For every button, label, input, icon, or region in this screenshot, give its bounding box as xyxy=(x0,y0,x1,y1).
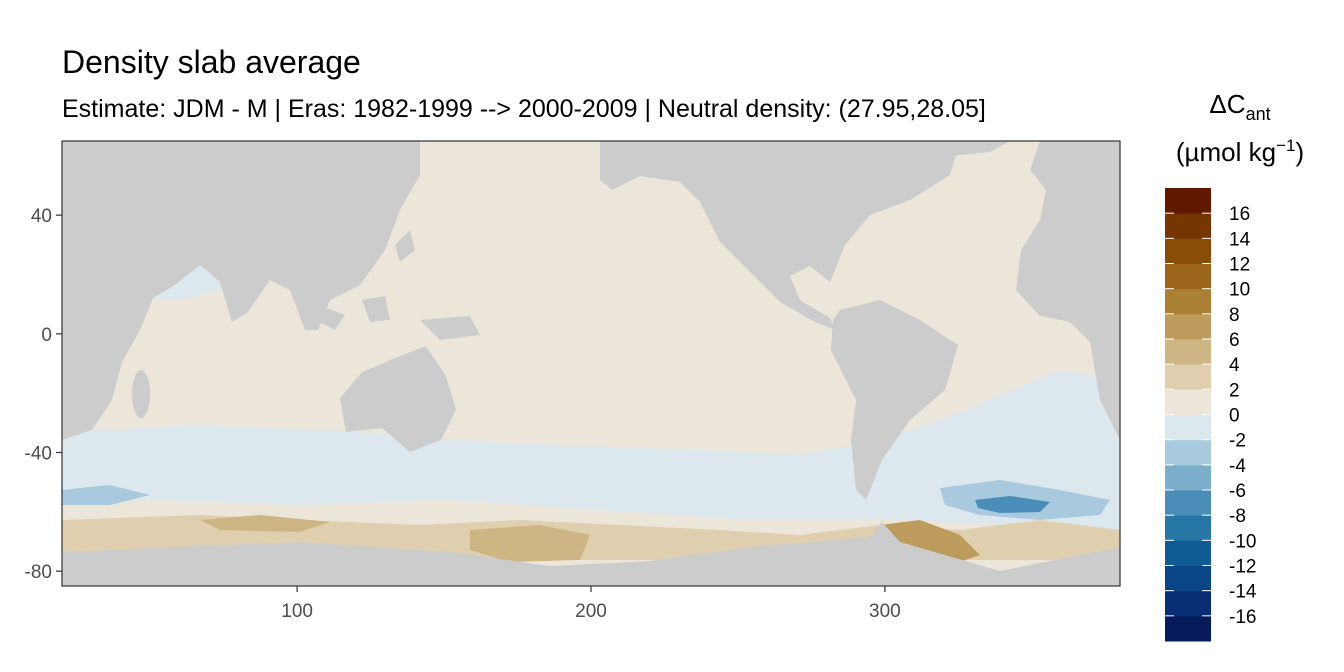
colorbar-bin xyxy=(1165,389,1211,415)
colorbar-tick-label: -14 xyxy=(1229,582,1257,603)
land xyxy=(132,370,150,418)
ocean-negative-core xyxy=(975,496,1050,513)
land xyxy=(831,300,958,500)
colorbar-bin xyxy=(1165,590,1211,617)
land xyxy=(62,141,420,440)
colorbar-tick-label: -16 xyxy=(1229,607,1256,628)
colorbar-tick-label: 8 xyxy=(1229,305,1240,326)
colorbar-bin xyxy=(1165,464,1211,491)
colorbar-bin xyxy=(1165,213,1211,239)
land xyxy=(1016,141,1120,440)
colorbar-tick-label: 2 xyxy=(1229,380,1240,401)
colorbar-tick-label: -2 xyxy=(1229,431,1246,452)
legend-title-sub: ant xyxy=(1246,104,1271,124)
colorbar-bin xyxy=(1165,540,1211,566)
land xyxy=(395,230,415,262)
colorbar-tick-label: -4 xyxy=(1229,456,1246,477)
x-tick-label: 200 xyxy=(575,601,607,622)
ocean-negative-band xyxy=(62,370,1120,530)
colorbar-tick-label: -6 xyxy=(1229,481,1246,502)
legend-title-main: ΔC xyxy=(1209,89,1245,119)
colorbar-bin xyxy=(1165,565,1211,592)
colorbar-bin xyxy=(1165,615,1211,642)
colorbar-bin xyxy=(1165,490,1211,516)
colorbar-tick-label: 0 xyxy=(1229,406,1240,427)
y-tick-label: 0 xyxy=(41,325,52,346)
land xyxy=(340,346,456,452)
ocean-positive-patch xyxy=(200,515,330,532)
land xyxy=(362,296,390,322)
colorbar-tick-label: 16 xyxy=(1229,204,1250,225)
land xyxy=(600,141,960,330)
colorbar-bin xyxy=(1165,339,1211,365)
x-tick-label: 300 xyxy=(869,601,901,622)
legend-unit-main: (µmol kg xyxy=(1176,137,1276,167)
ocean-positive-patch xyxy=(470,525,590,562)
chart-subtitle: Estimate: JDM - M | Eras: 1982-1999 --> … xyxy=(62,95,986,123)
ocean-negative-patch xyxy=(62,485,150,505)
legend-unit-sup: −1 xyxy=(1276,136,1295,155)
x-tick-label: 100 xyxy=(281,601,313,622)
colorbar-tick-label: -12 xyxy=(1229,557,1256,578)
colorbar-bin xyxy=(1165,515,1211,541)
land xyxy=(420,316,480,340)
colorbar-bin xyxy=(1165,439,1211,466)
colorbar-bin xyxy=(1165,288,1211,315)
colorbar-tick-label: 12 xyxy=(1229,255,1250,276)
colorbar-tick-label: -8 xyxy=(1229,506,1246,527)
y-tick-label: 40 xyxy=(31,206,52,227)
chart-title: Density slab average xyxy=(62,44,361,80)
legend-unit: (µmol kg−1) xyxy=(1176,136,1304,167)
colorbar-tick-label: 6 xyxy=(1229,330,1240,351)
colorbar-bin xyxy=(1165,188,1211,214)
colorbar-bin xyxy=(1165,414,1211,441)
colorbar-tick-label: 14 xyxy=(1229,229,1251,250)
legend-title: ΔCant xyxy=(1209,89,1270,124)
land xyxy=(318,305,345,330)
y-tick-label: -80 xyxy=(25,562,52,583)
legend-unit-end: ) xyxy=(1295,137,1304,167)
colorbar-tick-label: -10 xyxy=(1229,531,1256,552)
land xyxy=(62,522,1120,586)
colorbar-bin xyxy=(1165,364,1211,390)
y-tick-label: -40 xyxy=(25,444,52,465)
colorbar-bin xyxy=(1165,313,1211,340)
colorbar-bin xyxy=(1165,238,1211,264)
colorbar-bin xyxy=(1165,263,1211,290)
colorbar-tick-label: 10 xyxy=(1229,280,1250,301)
colorbar-tick-label: 4 xyxy=(1229,355,1240,376)
map xyxy=(62,141,1120,586)
land xyxy=(880,141,1010,158)
